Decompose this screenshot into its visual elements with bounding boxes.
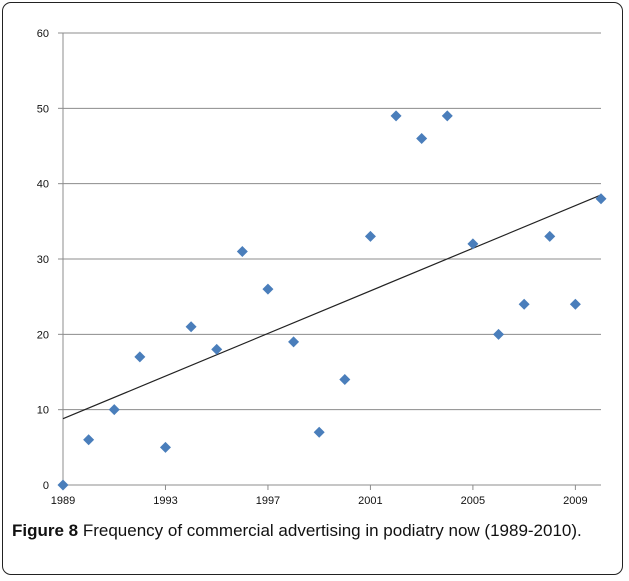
- y-tick-label-60: 60: [37, 28, 49, 40]
- trendline-group: [62, 194, 602, 420]
- y-tick-label-50: 50: [37, 103, 49, 115]
- figure-frame: [2, 2, 623, 575]
- y-tick-label-40: 40: [37, 179, 49, 191]
- data-point-1993: [159, 441, 171, 453]
- data-points: [57, 110, 607, 491]
- x-tick-label-2001: 2001: [358, 495, 382, 507]
- data-point-2001: [364, 230, 376, 242]
- data-point-2003: [416, 132, 428, 144]
- figure-caption: Figure 8 Frequency of commercial adverti…: [12, 518, 612, 543]
- data-point-2006: [493, 328, 505, 340]
- data-point-1996: [236, 245, 248, 257]
- gridlines: [63, 32, 601, 411]
- data-point-2009: [569, 298, 581, 310]
- y-tick-label-0: 0: [43, 480, 49, 492]
- trendline: [62, 194, 602, 420]
- data-point-2007: [518, 298, 530, 310]
- data-point-1997: [262, 283, 274, 295]
- caption-text: Frequency of commercial advertising in p…: [78, 521, 582, 540]
- x-tick-label-2005: 2005: [461, 495, 485, 507]
- x-tick-label-1989: 1989: [51, 495, 75, 507]
- x-tick-labels: 1989 1993 1997 2001 2005 2009: [51, 495, 588, 507]
- data-point-1998: [288, 336, 300, 348]
- x-tick-label-2009: 2009: [563, 495, 587, 507]
- data-point-1991: [108, 404, 120, 416]
- caption-label: Figure 8: [12, 521, 79, 540]
- y-tick-label-30: 30: [37, 254, 49, 266]
- data-point-1995: [211, 343, 223, 355]
- data-point-1999: [313, 426, 325, 438]
- data-point-2010: [595, 193, 607, 205]
- y-tick-label-10: 10: [37, 405, 49, 417]
- data-point-1994: [185, 321, 197, 333]
- data-point-1989: [57, 479, 69, 491]
- axes: [58, 32, 601, 490]
- data-point-2004: [441, 110, 453, 122]
- x-tick-label-1993: 1993: [153, 495, 177, 507]
- scatter-chart: 0 10 20 30 40 50 60 1989 1993 1997 2001 2005 2009: [37, 28, 607, 507]
- data-point-2008: [544, 230, 556, 242]
- y-tick-label-20: 20: [37, 329, 49, 341]
- data-point-1992: [134, 351, 146, 363]
- data-point-2005: [467, 238, 479, 250]
- x-tick-label-1997: 1997: [256, 495, 280, 507]
- data-point-1990: [83, 434, 95, 446]
- data-point-2000: [339, 374, 351, 386]
- data-point-2002: [390, 110, 402, 122]
- y-tick-labels: 0 10 20 30 40 50 60: [37, 28, 49, 492]
